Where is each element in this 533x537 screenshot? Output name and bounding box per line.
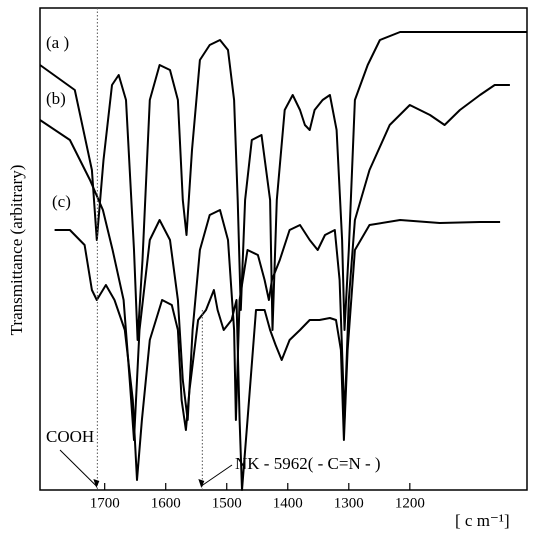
arrow-head bbox=[93, 479, 100, 488]
x-tick-label: 1300 bbox=[334, 495, 364, 511]
x-tick-label: 1500 bbox=[212, 495, 242, 511]
x-axis-label: [ c m⁻¹] bbox=[455, 511, 510, 530]
spectrum-line bbox=[54, 219, 501, 491]
plot-frame bbox=[39, 7, 528, 491]
annotation-text: NK - 5962( - C=N - ) bbox=[235, 454, 381, 473]
series-label: (c) bbox=[52, 192, 71, 211]
x-tick-label: 1700 bbox=[90, 495, 120, 511]
arrow-head bbox=[198, 479, 205, 488]
series-label: (a ) bbox=[46, 33, 69, 52]
annotation-arrow bbox=[59, 449, 97, 487]
x-tick-label: 1400 bbox=[273, 495, 303, 511]
x-tick-label: 1600 bbox=[151, 495, 181, 511]
spectrum-line bbox=[39, 31, 527, 341]
annotation-arrow bbox=[201, 464, 233, 487]
series-label: (b) bbox=[46, 89, 66, 108]
spectrum-line bbox=[39, 84, 510, 441]
annotation-text: COOH bbox=[46, 427, 94, 446]
y-axis-label: Transmittance (arbitrary) bbox=[7, 165, 26, 336]
x-tick-label: 1200 bbox=[395, 495, 425, 511]
